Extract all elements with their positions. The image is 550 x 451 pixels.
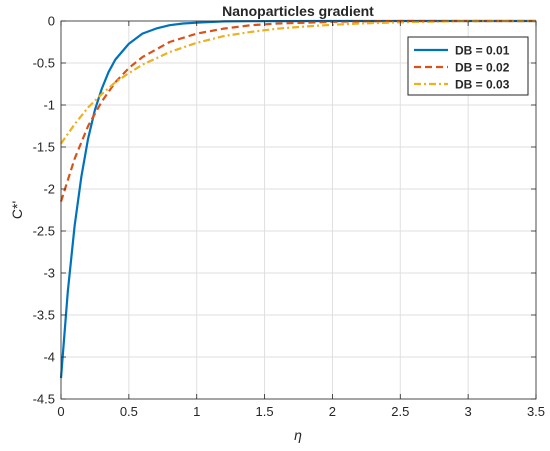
x-tick-label: 2.5 <box>391 404 409 419</box>
y-tick-label: -3 <box>43 266 55 281</box>
y-tick-label: 0 <box>48 14 55 29</box>
y-axis-label: C*' <box>9 201 25 219</box>
chart-title: Nanoparticles gradient <box>222 3 374 19</box>
legend-label: DB = 0.03 <box>455 78 510 92</box>
series-line-db-0-03 <box>60 19 536 145</box>
y-tick-label: -3.5 <box>33 308 55 323</box>
y-tick-label: -4.5 <box>33 392 55 407</box>
y-tick-label: -0.5 <box>33 56 55 71</box>
y-tick-label: -1 <box>43 98 55 113</box>
y-tick-label: -2.5 <box>33 224 55 239</box>
y-tick-label: -2 <box>43 182 55 197</box>
x-axis-label: η <box>294 427 302 443</box>
x-tick-label: 0 <box>57 404 64 419</box>
tick-layer: 0 0.5 1 1.5 2 2.5 3 3.5 0 -0.5 -1 -1.5 -2 -2.5 -3 -3.5 -… <box>33 14 545 420</box>
x-tick-label: 0.5 <box>120 404 138 419</box>
x-tick-label: 1 <box>193 404 200 419</box>
x-tick-label: 2 <box>329 404 336 419</box>
plot-frame <box>60 20 537 400</box>
x-tick-label: 1.5 <box>256 404 274 419</box>
y-tick-label: -1.5 <box>33 140 55 155</box>
x-tick-label: 3 <box>465 404 472 419</box>
y-tick-label: -4 <box>43 350 55 365</box>
x-tick-label: 3.5 <box>527 404 545 419</box>
legend: DB = 0.01 DB = 0.02 DB = 0.03 <box>407 36 529 96</box>
legend-label: DB = 0.01 <box>455 44 510 58</box>
legend-label: DB = 0.02 <box>455 61 510 75</box>
